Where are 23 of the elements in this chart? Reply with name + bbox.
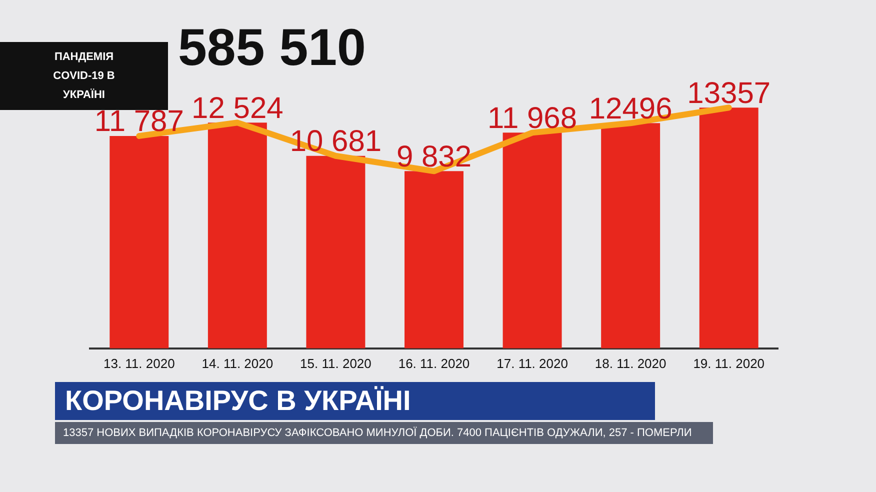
x-tick-label: 13. 11. 2020 <box>103 356 175 371</box>
bar <box>404 171 464 348</box>
x-tick-label: 19. 11. 2020 <box>693 356 765 371</box>
chart-subtitle: ПАНДЕМІЯ COVID-19 В УКРАЇНІ <box>52 50 116 102</box>
x-tick-label: 15. 11. 2020 <box>300 356 372 371</box>
text: 13357 НОВИХ ВИПАДКІВ КОРОНАВІРУСУ ЗАФІКСОВАНО МИНУЛОЇ ДОБИ. 7400 ПАЦІЄНТІВ ОДУЖАЛИ, 257 - ПОМЕРЛИ <box>55 422 713 444</box>
x-tick-label: 16. 11. 2020 <box>398 356 470 371</box>
x-tick-label: 17. 11. 2020 <box>496 356 568 371</box>
bar <box>306 156 366 348</box>
data-label: 12 524 <box>192 92 284 125</box>
x-tick-label: 18. 11. 2020 <box>594 356 666 371</box>
bar <box>502 132 562 348</box>
data-label: 13357 <box>687 76 771 110</box>
bar <box>699 108 758 348</box>
data-label: 12496 <box>588 92 672 126</box>
bar <box>110 136 169 348</box>
x-tick-label: 14. 11. 2020 <box>202 356 274 371</box>
caption-box: ПАНДЕМІЯ COVID-19 В УКРАЇНІ <box>0 42 168 110</box>
chart-title: 585 510 <box>178 18 366 78</box>
text: КОРОНАВІРУС В УКРАЇНІ <box>55 382 655 420</box>
data-label: 11 968 <box>488 102 578 135</box>
bar <box>208 122 267 348</box>
bar <box>601 123 660 348</box>
